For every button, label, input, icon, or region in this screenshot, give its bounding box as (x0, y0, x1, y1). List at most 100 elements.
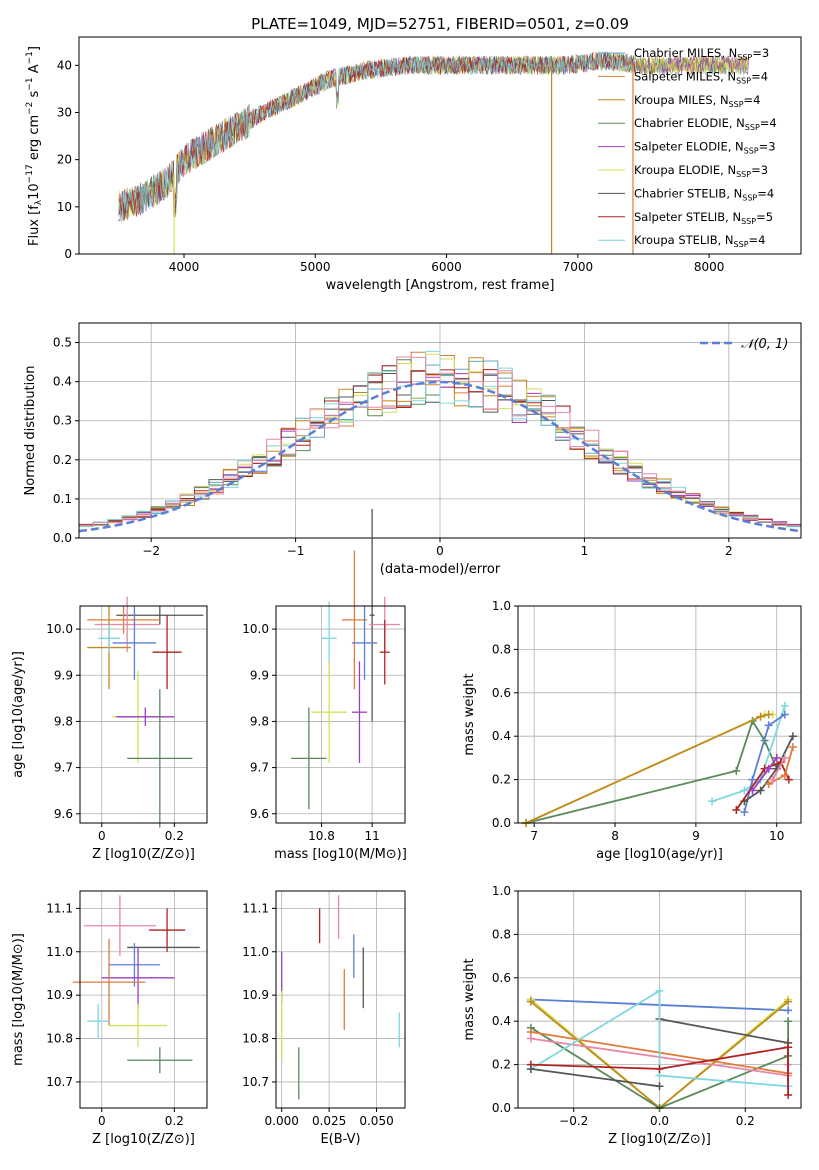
y-tick-label: 10.0 (46, 622, 73, 636)
x-tick-label: 0.2 (736, 1114, 755, 1128)
x-tick-label: 0 (436, 544, 444, 558)
y-tick-label: 11.1 (46, 901, 73, 915)
series-marker (764, 779, 773, 788)
series-marker (748, 775, 757, 784)
series-marker (655, 1082, 664, 1091)
legend-label: Chabrier STELIB, NSSP=4 (634, 186, 774, 202)
y-tick-label: 9.8 (250, 714, 269, 728)
y-tick-label: 11.0 (242, 945, 269, 959)
y-tick-label: 11.0 (46, 945, 73, 959)
legend-label: Chabrier ELODIE, NSSP=4 (634, 116, 777, 132)
legend-label: Chabrier MILES, NSSP=3 (634, 46, 769, 62)
y-tick-label: 10.9 (46, 988, 73, 1002)
x-axis-label: mass [log10(M/M⊙)] (274, 847, 407, 862)
series-marker (784, 1006, 793, 1015)
x-axis-label: Z [log10(Z/Z⊙)] (92, 1132, 195, 1147)
series-marker (784, 775, 793, 784)
errorbar-point (94, 596, 160, 653)
series-marker (748, 786, 757, 795)
y-tick-label: 9.6 (54, 807, 73, 821)
x-tick-label: 7000 (563, 260, 594, 274)
x-tick-label: 8 (611, 829, 619, 843)
y-tick-label: 0.4 (492, 1014, 511, 1028)
x-tick-label: 0.2 (165, 829, 184, 843)
y-tick-label: 9.7 (250, 761, 269, 775)
legend-label: Salpeter MILES, NSSP=4 (634, 69, 768, 85)
x-tick-label: −2 (142, 544, 160, 558)
errorbar-point (351, 606, 378, 680)
figure-title: PLATE=1049, MJD=52751, FIBERID=0501, z=0… (251, 15, 629, 33)
series-marker (526, 1064, 535, 1073)
series-line (530, 1068, 660, 1088)
series-marker (764, 721, 773, 730)
y-tick-label: 10.7 (242, 1075, 269, 1089)
y-tick-label: 0.8 (492, 927, 511, 941)
x-tick-label: 1 (581, 544, 589, 558)
series-line (525, 713, 769, 824)
x-tick-label: 10 (769, 829, 784, 843)
x-tick-label: 0 (98, 1114, 106, 1128)
axes-frame (517, 890, 802, 1109)
series-marker (732, 805, 741, 814)
series-line (735, 761, 790, 811)
y-tick-label: 0.6 (492, 971, 511, 985)
x-tick-label: 0.025 (312, 1114, 346, 1128)
errorbar-point (341, 550, 368, 690)
errorbar-point (83, 895, 157, 957)
x-axis-label: E(B-V) (320, 1132, 360, 1147)
panel-5 (72, 890, 208, 1112)
y-tick-label: 30 (57, 105, 72, 119)
x-axis-label: Z [log10(Z/Z⊙)] (92, 847, 195, 862)
y-tick-label: 10.7 (46, 1075, 73, 1089)
y-tick-label: 11.1 (242, 901, 269, 915)
series-line (711, 705, 786, 803)
x-tick-label: 9 (692, 829, 700, 843)
series-marker (740, 808, 749, 817)
series-marker (708, 797, 717, 806)
y-tick-label: 1.0 (492, 599, 511, 613)
series-marker (784, 997, 793, 1006)
series-line (771, 757, 786, 781)
y-tick-label: 1.0 (492, 884, 511, 898)
y-tick-label: 0.5 (53, 336, 72, 350)
y-tick-label: 0.8 (492, 642, 511, 656)
x-axis-label: (data-model)/error (380, 562, 501, 577)
series-marker (780, 771, 789, 780)
series-marker (788, 743, 797, 752)
legend-label: Salpeter STELIB, NSSP=5 (634, 210, 773, 226)
y-tick-label: 10.8 (242, 1032, 269, 1046)
x-tick-label: 7 (530, 829, 538, 843)
series-marker (526, 997, 535, 1006)
errorbar-point (87, 606, 160, 634)
y-tick-label: 0.4 (53, 375, 72, 389)
panel-2 (76, 596, 208, 828)
legend-label: Kroupa ELODIE, NSSP=3 (634, 163, 768, 179)
y-axis-label: mass [log10(M/M⊙)] (11, 933, 26, 1066)
y-tick-label: 0 (64, 247, 72, 261)
series-marker (784, 1017, 793, 1026)
errorbar-point (152, 615, 182, 690)
legend-label: Kroupa MILES, NSSP=4 (634, 93, 760, 109)
series-marker (655, 1064, 664, 1073)
axes-frame (275, 605, 406, 824)
axes-frame (517, 605, 802, 824)
y-tick-label: 20 (57, 153, 72, 167)
legend-label: Salpeter ELODIE, NSSP=3 (634, 140, 776, 156)
y-axis-label: mass weight (462, 673, 477, 755)
y-tick-label: 9.9 (250, 668, 269, 682)
histogram-step (79, 356, 801, 526)
series-marker (780, 753, 789, 762)
series-marker (756, 786, 765, 795)
x-tick-label: 0.050 (359, 1114, 393, 1128)
series-line (530, 1046, 789, 1095)
y-tick-label: 0.0 (492, 1101, 511, 1115)
y-axis-label: mass weight (462, 958, 477, 1040)
legend-label: Kroupa STELIB, NSSP=4 (634, 233, 765, 249)
errorbar-point (311, 661, 347, 763)
errorbar-point (291, 707, 327, 810)
x-tick-label: −0.2 (559, 1114, 588, 1128)
errorbar-point (379, 619, 390, 685)
y-tick-label: 10 (57, 200, 72, 214)
series-line (743, 713, 786, 813)
